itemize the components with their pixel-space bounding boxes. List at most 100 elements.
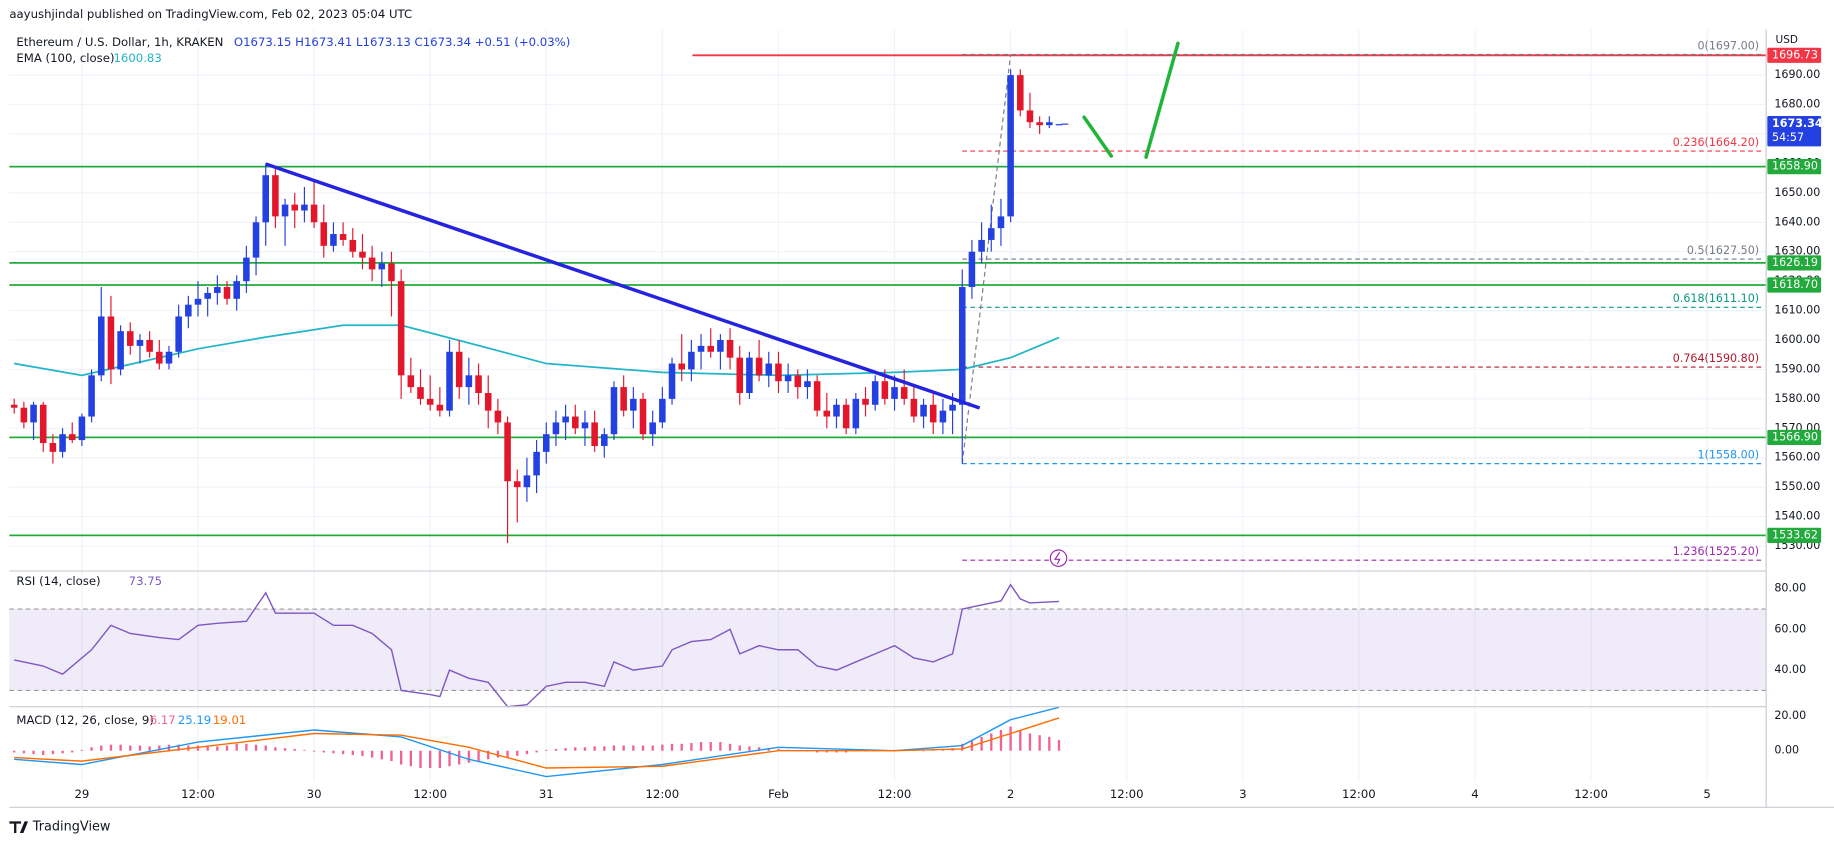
macd-histogram-bar xyxy=(399,750,403,765)
macd-histogram-bar xyxy=(22,750,26,754)
y-tick-label: 1540.00 xyxy=(1774,510,1820,523)
macd-histogram-bar xyxy=(13,750,16,753)
candle-body xyxy=(20,407,28,423)
macd-histogram-bar xyxy=(429,750,432,768)
resistance-label: 1696.73 xyxy=(1772,48,1818,61)
candle-body xyxy=(165,351,173,364)
candle-body xyxy=(185,304,192,317)
candle-body xyxy=(49,443,57,452)
macd-histogram-bar xyxy=(196,745,200,751)
x-tick-label: Feb xyxy=(768,787,789,801)
event-icon[interactable] xyxy=(1049,549,1068,567)
y-tick-label: 1550.00 xyxy=(1774,480,1820,493)
publisher: aayushjindal published on TradingView.co… xyxy=(9,7,412,21)
macd-histogram-bar xyxy=(138,745,142,751)
candle-body xyxy=(359,251,366,258)
level-label: 1566.90 xyxy=(1772,430,1818,443)
rsi-band xyxy=(9,609,1767,691)
level-label: 1626.19 xyxy=(1772,256,1818,269)
macd-histogram-bar xyxy=(757,747,761,751)
ema-line xyxy=(14,324,1060,377)
macd-histogram-bar xyxy=(158,745,161,751)
candle-body xyxy=(881,381,889,399)
level-box xyxy=(1767,159,1822,175)
y-tick-label: 1610.00 xyxy=(1774,304,1820,317)
macd-histogram-bar xyxy=(690,742,693,751)
macd-histogram-bar xyxy=(641,745,645,751)
y-tick-label: 1560.00 xyxy=(1774,451,1820,464)
level-box xyxy=(1767,255,1822,271)
x-tick-label: 12:00 xyxy=(413,787,447,801)
macd-histogram-bar xyxy=(999,730,1003,751)
macd-histogram-bar xyxy=(448,750,451,767)
macd-histogram-bar xyxy=(351,750,354,756)
candle-body xyxy=(175,316,182,352)
candle-body xyxy=(833,404,840,417)
macd-histogram-bar xyxy=(148,746,151,751)
y-tick-label: 1640.00 xyxy=(1774,215,1820,228)
ema-title: EMA (100, close) xyxy=(16,51,114,65)
macd-histogram-bar xyxy=(680,743,683,751)
candle-body xyxy=(214,287,221,293)
level-label: 1533.62 xyxy=(1772,528,1818,541)
candle-body xyxy=(30,404,37,423)
x-tick-label: 12:00 xyxy=(1574,787,1608,801)
rsi-line xyxy=(14,583,1060,708)
macd-histogram-bar xyxy=(622,745,625,751)
y-tick-label: 40.00 xyxy=(1774,663,1806,676)
macd-histogram-bar xyxy=(225,745,229,751)
y-tick-label: 1650.00 xyxy=(1774,186,1820,199)
candle-body xyxy=(784,375,792,382)
candle-body xyxy=(368,257,376,270)
price-axis-unit: USD xyxy=(1776,34,1798,46)
macd-histogram-bar xyxy=(206,745,209,751)
y-tick-label: 1630.00 xyxy=(1774,245,1820,258)
macd-histogram-bar xyxy=(1019,730,1022,751)
candle-body xyxy=(765,363,773,376)
candle-body xyxy=(900,387,908,399)
x-tick-label: 30 xyxy=(307,787,322,801)
macd-histogram-bar xyxy=(109,744,113,751)
macd-histogram-bar xyxy=(728,743,732,751)
candle-body xyxy=(649,422,656,435)
candle-body xyxy=(726,340,734,358)
candle-body xyxy=(301,204,308,211)
candle-body xyxy=(388,263,395,282)
macd-histogram-bar xyxy=(554,748,558,751)
fib-label: 1(1558.00) xyxy=(1697,448,1759,461)
candle-body xyxy=(436,404,444,411)
candle-body xyxy=(562,416,569,423)
candle-body xyxy=(697,345,705,352)
macd-histogram-bar xyxy=(61,750,64,754)
candle-body xyxy=(823,410,831,417)
x-tick-label: 12:00 xyxy=(181,787,215,801)
candle-body xyxy=(1046,122,1053,126)
macd-histogram-bar xyxy=(844,750,848,753)
macd-histogram-bar xyxy=(593,746,596,751)
candle-body xyxy=(842,404,850,429)
last-price-box xyxy=(1767,115,1822,147)
level-label: 1618.70 xyxy=(1772,278,1818,291)
candle-body xyxy=(659,398,666,423)
macd-histogram-bar xyxy=(216,746,219,751)
macd-histogram-bar xyxy=(535,750,538,753)
macd-histogram-bar xyxy=(361,750,364,756)
candle-body xyxy=(156,351,163,364)
macd-hist-value: 6.17 xyxy=(150,713,176,727)
fib-label: 0(1697.00) xyxy=(1697,39,1759,52)
candle-body xyxy=(330,234,337,246)
macd-histogram-bar xyxy=(71,750,74,753)
macd-histogram-bar xyxy=(738,745,741,751)
x-tick-label: 2 xyxy=(1007,787,1014,801)
candle-body xyxy=(339,234,347,240)
macd-histogram-bar xyxy=(603,746,606,751)
candle-body xyxy=(1036,122,1043,126)
candle-body xyxy=(630,398,637,411)
candle-body xyxy=(107,316,115,370)
plot: 29 12:00 30 12:00 31 12:00 Feb 12:00 2 12:00 3 12:0… xyxy=(9,39,1823,801)
x-tick-label: 31 xyxy=(539,787,554,801)
candle-body xyxy=(407,375,415,388)
rsi-title: RSI (14, close) xyxy=(16,574,100,588)
candle-body xyxy=(862,398,869,405)
candle-body xyxy=(223,287,231,299)
